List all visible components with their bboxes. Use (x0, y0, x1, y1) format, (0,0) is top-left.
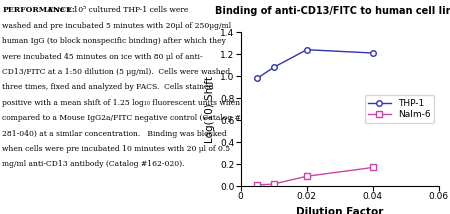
Text: mg/ml anti-CD13 antibody (Catalog #162-020).: mg/ml anti-CD13 antibody (Catalog #162-0… (2, 160, 185, 168)
Text: when cells were pre incubated 10 minutes with 20 μl of 0.5: when cells were pre incubated 10 minutes… (2, 145, 230, 153)
Text: PERFORMANCE:: PERFORMANCE: (2, 6, 75, 14)
Text: washed and pre incubated 5 minutes with 20μl of 250μg/ml: washed and pre incubated 5 minutes with … (2, 22, 231, 30)
THP-1 (255, 77, 260, 80)
Text: Binding of anti-CD13/FITC to human cell lines: Binding of anti-CD13/FITC to human cell … (215, 6, 450, 16)
Text: 281-040) at a similar concentration.   Binding was blocked: 281-040) at a similar concentration. Bin… (2, 130, 227, 138)
THP-1 (304, 48, 310, 51)
Text: human IgG (to block nonspecific binding) after which they: human IgG (to block nonspecific binding)… (2, 37, 226, 45)
THP-1 (370, 52, 375, 54)
Text: were incubated 45 minutes on ice with 80 μl of anti-: were incubated 45 minutes on ice with 80… (2, 53, 203, 61)
X-axis label: Dilution Factor: Dilution Factor (296, 207, 383, 214)
Text: CD13/FITC at a 1:50 dilution (5 μg/ml).  Cells were washed: CD13/FITC at a 1:50 dilution (5 μg/ml). … (2, 68, 230, 76)
Y-axis label: Log(10) Shift: Log(10) Shift (205, 76, 215, 143)
Text: Five x 10⁵ cultured THP-1 cells were: Five x 10⁵ cultured THP-1 cells were (48, 6, 189, 14)
Legend: THP-1, Nalm-6: THP-1, Nalm-6 (364, 95, 434, 123)
Nalm-6 (255, 184, 260, 186)
THP-1 (271, 66, 276, 69)
Nalm-6 (370, 166, 375, 169)
Text: three times, fixed and analyzed by FACS.  Cells stained: three times, fixed and analyzed by FACS.… (2, 83, 214, 91)
Nalm-6 (304, 175, 310, 178)
Text: positive with a mean shift of 1.25 log₁₀ fluorescent units when: positive with a mean shift of 1.25 log₁₀… (2, 99, 240, 107)
Nalm-6 (271, 183, 276, 185)
Line: Nalm-6: Nalm-6 (254, 165, 376, 188)
Text: compared to a Mouse IgG2a/FITC negative control (Catalog #: compared to a Mouse IgG2a/FITC negative … (2, 114, 241, 122)
Line: THP-1: THP-1 (254, 47, 376, 81)
